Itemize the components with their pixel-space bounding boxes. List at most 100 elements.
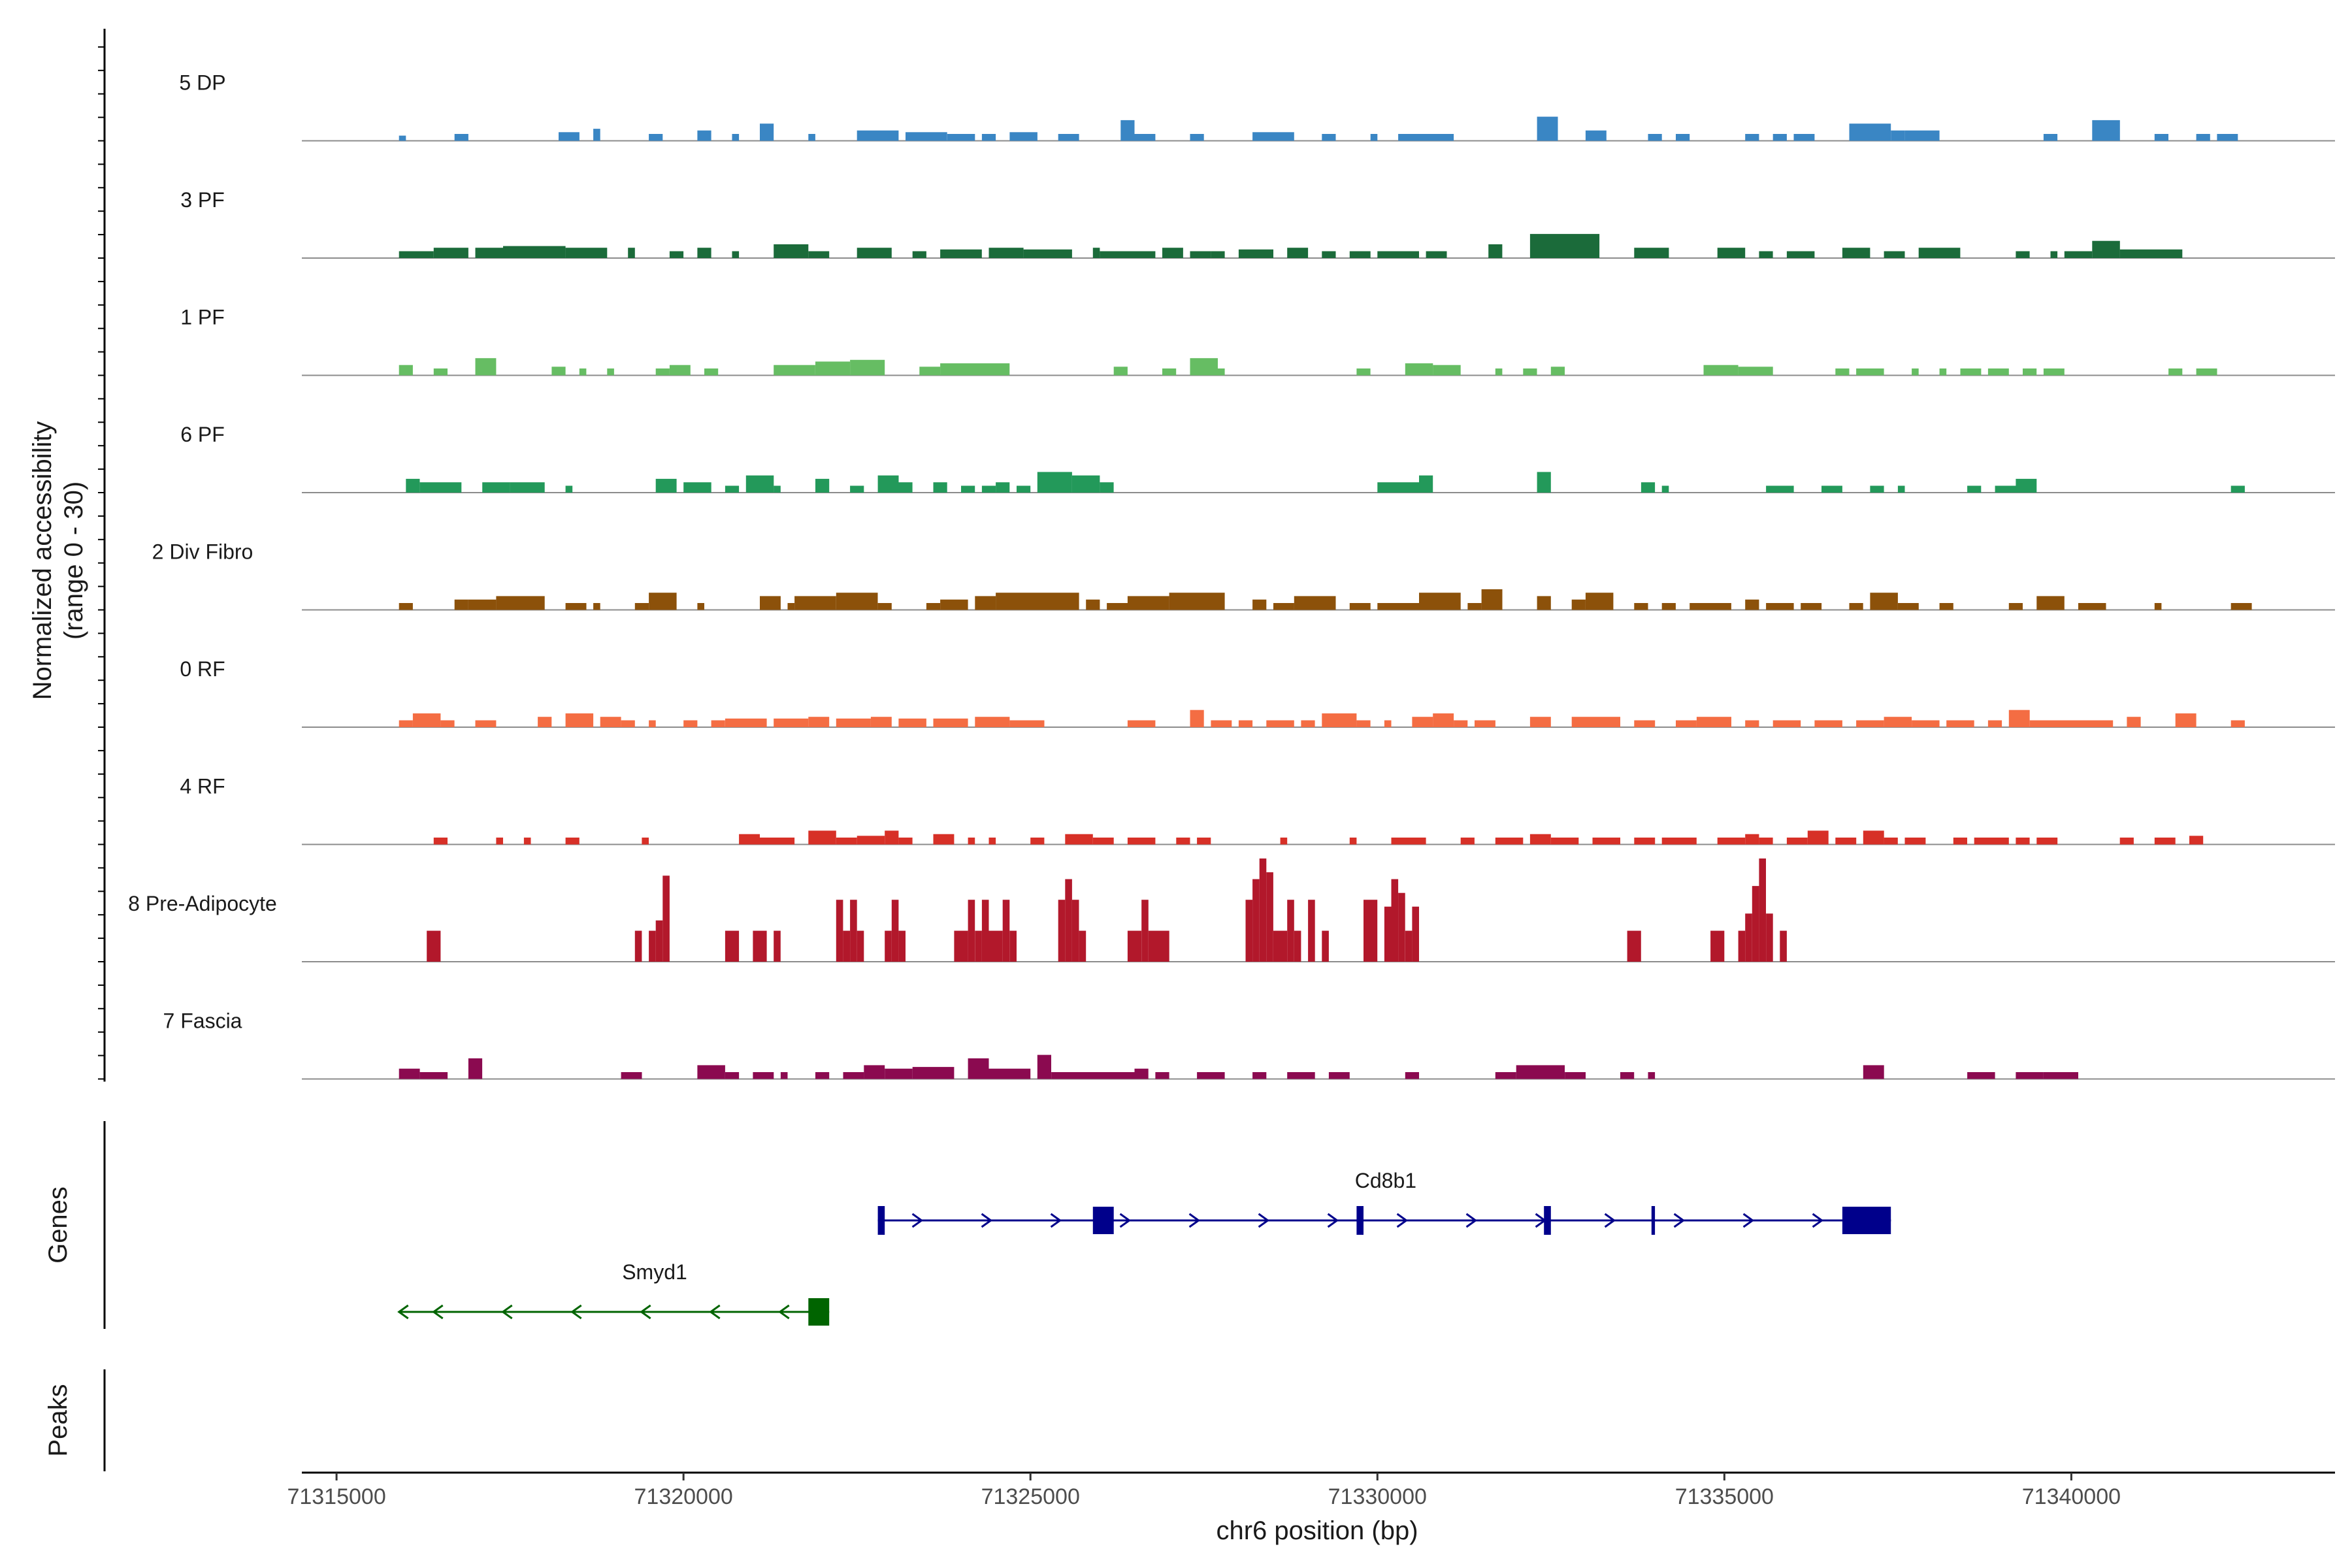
coverage-bar: [926, 603, 941, 610]
track-label-5-dp: 5 DP: [179, 71, 225, 95]
coverage-bar: [760, 123, 774, 141]
coverage-bar: [1842, 248, 1870, 258]
coverage-bar: [1211, 720, 1232, 727]
coverage-bar: [503, 246, 566, 258]
coverage-bar: [898, 482, 913, 493]
coverage-bar: [981, 134, 996, 141]
coverage-bar: [1252, 1072, 1267, 1079]
coverage-bar: [433, 368, 448, 376]
coverage-bar: [885, 1068, 913, 1079]
coverage-bar: [621, 1072, 642, 1079]
coverage-bar: [1967, 1072, 1995, 1079]
coverage-bar: [1134, 1068, 1149, 1079]
coverage-bar: [836, 838, 857, 845]
coverage-bar: [1287, 248, 1309, 258]
coverage-bar: [1863, 1065, 1884, 1079]
coverage-bar: [565, 485, 573, 493]
coverage-bar: [981, 485, 996, 493]
coverage-bar: [510, 482, 545, 493]
coverage-bar: [1648, 1072, 1656, 1079]
coverage-bar: [988, 1068, 1031, 1079]
coverage-bar: [1529, 717, 1551, 727]
strand-arrow: [570, 1304, 582, 1320]
coverage-bar: [1058, 134, 1079, 141]
coverage-bar: [1904, 838, 1926, 845]
coverage-bar: [1287, 900, 1294, 962]
coverage-bar: [1960, 368, 1982, 376]
coverage-bar: [655, 368, 670, 376]
coverage-bar: [2230, 485, 2245, 493]
coverage-bar: [774, 244, 809, 258]
strand-arrow: [640, 1304, 651, 1320]
coverage-bar: [2036, 838, 2058, 845]
coverage-bar: [655, 478, 677, 493]
coverage-bar: [739, 834, 760, 845]
coverage-bar: [1065, 879, 1072, 962]
coverage-bar: [1467, 603, 1482, 610]
gene-smyd1: Smyd1: [397, 1260, 830, 1326]
coverage-bar: [954, 930, 968, 962]
coverage-bar: [1197, 838, 1211, 845]
coverage-bar: [760, 838, 795, 845]
coverage-bar: [988, 930, 1003, 962]
coverage-bar: [774, 365, 815, 376]
gene-cd8b1: Cd8b1: [877, 1169, 1891, 1235]
coverage-bar: [912, 1067, 955, 1079]
coverage-bar: [725, 930, 740, 962]
coverage-bar: [1537, 472, 1551, 493]
coverage-bar: [1488, 244, 1503, 258]
coverage-bar: [1849, 603, 1863, 610]
coverage-bar: [1266, 720, 1294, 727]
coverage-tracks: 5 DP 3 PF 1 PF 6 PF 2 Div Fibro 0 RF 4 RF 8 Pre…: [128, 71, 2335, 1080]
coverage-bar: [891, 900, 899, 962]
coverage-bar: [1696, 717, 1731, 727]
coverage-bar: [1835, 368, 1850, 376]
coverage-bar: [1807, 830, 1829, 845]
coverage-bar: [1079, 930, 1086, 962]
coverage-bar: [1529, 834, 1551, 845]
coverage-bar: [1987, 368, 2009, 376]
coverage-bar: [898, 718, 926, 727]
coverage-bar: [1648, 134, 1662, 141]
coverage-bar: [419, 1072, 448, 1079]
coverage-bar: [1537, 116, 1558, 141]
coverage-bar: [1100, 251, 1156, 258]
coverage-bar: [649, 593, 677, 610]
coverage-bar: [2050, 251, 2058, 258]
coverage-bar: [2154, 603, 2162, 610]
coverage-bar: [1384, 906, 1392, 962]
track-label-6-pf: 6 PF: [180, 423, 225, 446]
coverage-bar: [1328, 1072, 1350, 1079]
coverage-bar: [1370, 134, 1378, 141]
coverage-bar: [1627, 930, 1641, 962]
coverage-bar: [794, 596, 836, 610]
coverage-bar: [1516, 1065, 1565, 1079]
coverage-bar: [2196, 134, 2210, 141]
coverage-bar: [2168, 368, 2183, 376]
coverage-bar: [628, 248, 635, 258]
coverage-bar: [1433, 713, 1454, 727]
coverage-bar: [1412, 717, 1433, 727]
coverage-bar: [399, 1068, 420, 1079]
coverage-bar: [1294, 930, 1301, 962]
coverage-bar: [1377, 482, 1419, 493]
coverage-bar: [843, 1072, 864, 1079]
coverage-bar: [1717, 248, 1746, 258]
coverage-bar: [732, 134, 740, 141]
coverage-bar: [968, 838, 975, 845]
coverage-bar: [655, 920, 663, 962]
track-1-pf: 1 PF: [180, 306, 2335, 376]
coverage-bar: [1912, 720, 1940, 727]
coverage-bar: [808, 134, 815, 141]
coverage-bar: [1092, 248, 1100, 258]
coverage-bar: [2016, 478, 2037, 493]
coverage-bar: [975, 717, 1010, 727]
coverage-bar: [2119, 838, 2134, 845]
coverage-bar: [808, 830, 836, 845]
coverage-bar: [412, 713, 441, 727]
coverage-bar: [877, 603, 892, 610]
coverage-bar: [780, 1072, 788, 1079]
coverage-bar: [940, 363, 1010, 376]
coverage-bar: [683, 720, 698, 727]
coverage-bar: [482, 482, 510, 493]
